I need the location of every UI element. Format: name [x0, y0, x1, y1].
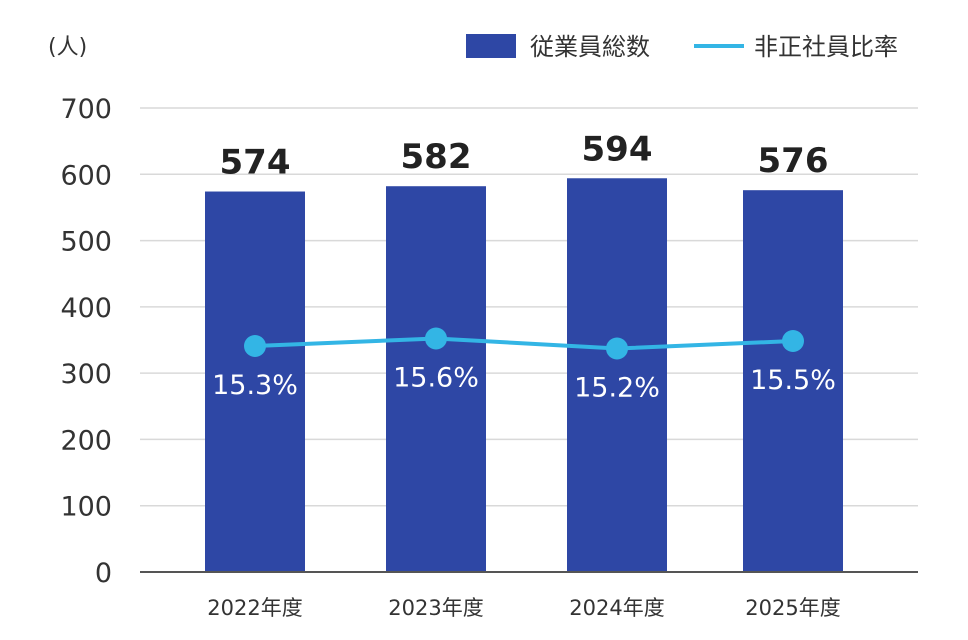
y-tick-label: 200: [60, 425, 112, 456]
bar-value-labels: 574 582 594 576: [220, 129, 829, 182]
bar-value-label: 574: [220, 143, 291, 183]
rate-line: [254, 336, 794, 351]
category-labels: 2022年度 2023年度 2024年度 2025年度: [207, 596, 840, 620]
x-tick-label: 2022年度: [207, 596, 302, 620]
rate-line-series: [244, 327, 804, 360]
rate-point: [606, 337, 628, 360]
legend-line-label: 非正社員比率: [754, 33, 898, 61]
y-tick-label: 400: [60, 293, 112, 324]
rate-value-label: 15.2%: [574, 373, 660, 404]
rate-value-label: 15.5%: [750, 365, 836, 396]
bar: [743, 190, 843, 573]
legend-bar-swatch: [466, 34, 516, 58]
legend: 従業員総数 非正社員比率: [466, 33, 898, 61]
y-tick-label: 700: [60, 94, 112, 125]
rate-point: [244, 335, 266, 357]
bar-value-label: 582: [401, 137, 472, 177]
bar: [205, 191, 305, 572]
bar-value-label: 576: [758, 141, 829, 181]
bar: [386, 186, 486, 572]
x-tick-label: 2023年度: [388, 596, 483, 620]
y-axis-ticks: 0 100 200 300 400 500 600 700: [60, 94, 112, 589]
rate-point: [782, 330, 804, 352]
y-tick-label: 0: [95, 558, 112, 589]
rate-value-label: 15.6%: [393, 363, 479, 394]
rate-point: [425, 327, 447, 350]
y-tick-label: 600: [60, 160, 112, 191]
y-tick-label: 500: [60, 227, 112, 258]
y-axis-unit-label: (人): [48, 35, 87, 60]
y-tick-label: 300: [60, 359, 112, 390]
bar: [567, 178, 667, 572]
bars: [205, 178, 843, 573]
rate-value-label: 15.3%: [212, 370, 298, 401]
y-tick-label: 100: [60, 492, 112, 523]
rate-value-labels: 15.3% 15.6% 15.2% 15.5%: [212, 363, 836, 404]
x-tick-label: 2024年度: [569, 596, 664, 620]
bar-value-label: 594: [582, 129, 653, 169]
x-tick-label: 2025年度: [745, 596, 840, 620]
legend-bar-label: 従業員総数: [530, 33, 650, 61]
